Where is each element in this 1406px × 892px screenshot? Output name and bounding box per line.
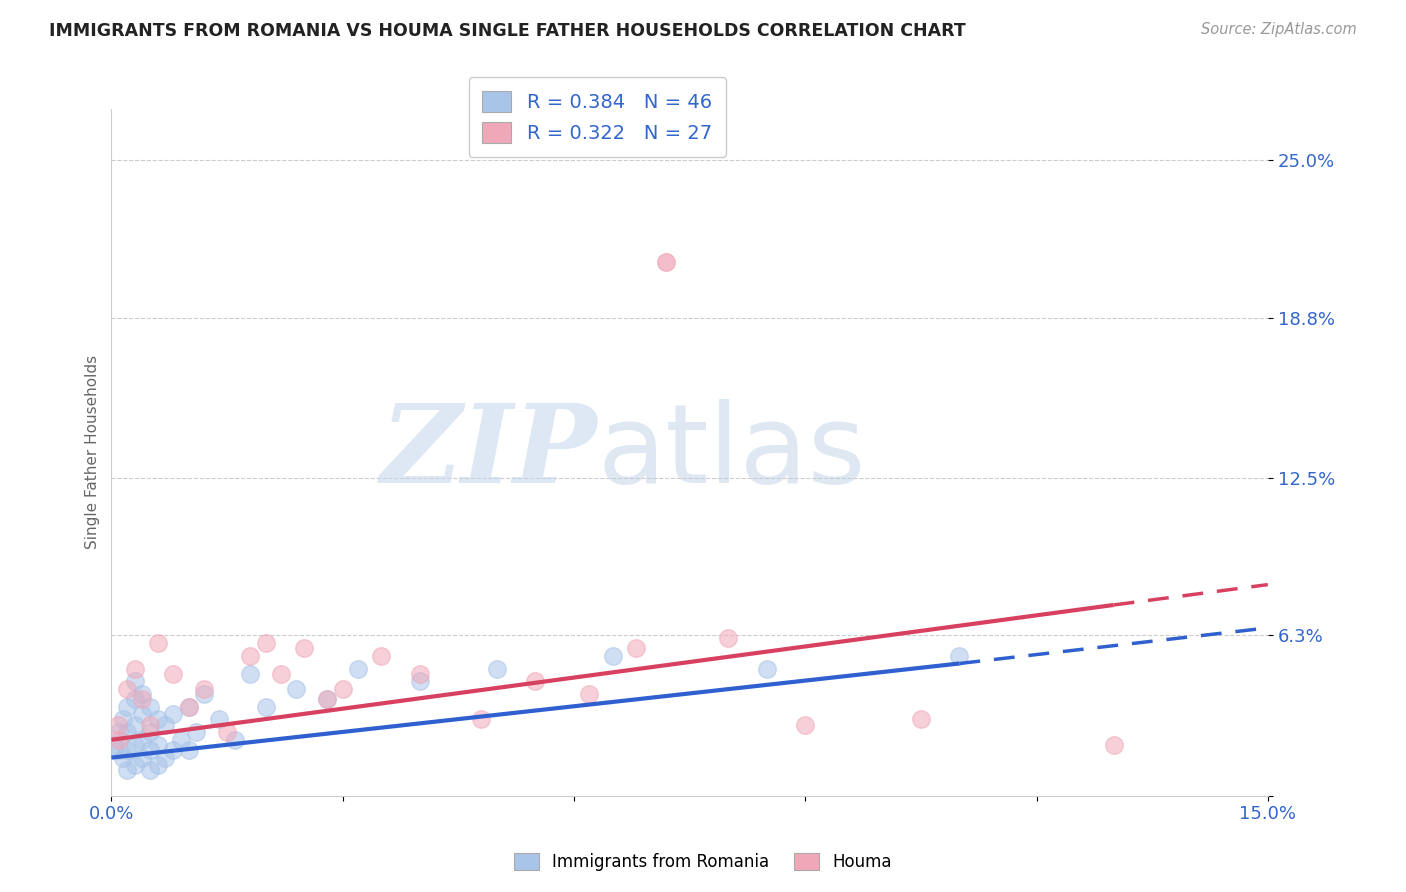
Point: [139, 764, 162, 778]
Point: [470, 713, 492, 727]
Text: atlas: atlas: [598, 399, 866, 506]
Point: [409, 666, 432, 681]
Point: [602, 648, 624, 663]
Point: [124, 674, 146, 689]
Point: [177, 699, 200, 714]
Point: [139, 743, 162, 757]
Point: [131, 732, 153, 747]
Point: [316, 692, 339, 706]
Point: [624, 641, 647, 656]
Point: [131, 750, 153, 764]
Point: [370, 648, 392, 663]
Point: [655, 254, 678, 268]
Point: [755, 662, 778, 676]
Point: [292, 641, 315, 656]
Point: [124, 692, 146, 706]
Point: [131, 692, 153, 706]
Text: IMMIGRANTS FROM ROMANIA VS HOUMA SINGLE FATHER HOUSEHOLDS CORRELATION CHART: IMMIGRANTS FROM ROMANIA VS HOUMA SINGLE …: [49, 22, 966, 40]
Point: [794, 717, 817, 731]
Point: [524, 674, 547, 689]
Text: Source: ZipAtlas.com: Source: ZipAtlas.com: [1201, 22, 1357, 37]
Point: [193, 681, 215, 696]
Point: [177, 743, 200, 757]
Point: [239, 648, 262, 663]
Point: [717, 631, 740, 645]
Point: [332, 681, 354, 696]
Point: [108, 732, 131, 747]
Point: [115, 681, 138, 696]
Point: [124, 717, 146, 731]
Point: [115, 699, 138, 714]
Point: [1102, 738, 1125, 752]
Point: [155, 717, 177, 731]
Point: [162, 743, 184, 757]
Point: [485, 662, 508, 676]
Legend: Immigrants from Romania, Houma: Immigrants from Romania, Houma: [506, 845, 900, 880]
Point: [948, 648, 970, 663]
Point: [111, 713, 134, 727]
Point: [347, 662, 370, 676]
Point: [208, 713, 231, 727]
Point: [131, 687, 153, 701]
Point: [215, 725, 238, 739]
Point: [108, 725, 131, 739]
Point: [139, 725, 162, 739]
Point: [316, 692, 339, 706]
Point: [115, 725, 138, 739]
Point: [111, 750, 134, 764]
Point: [115, 764, 138, 778]
Point: [254, 636, 277, 650]
Point: [131, 707, 153, 722]
Point: [239, 666, 262, 681]
Point: [146, 713, 169, 727]
Point: [146, 636, 169, 650]
Point: [177, 699, 200, 714]
Legend: R = 0.384   N = 46, R = 0.322   N = 27: R = 0.384 N = 46, R = 0.322 N = 27: [468, 78, 725, 157]
Point: [107, 717, 129, 731]
Point: [270, 666, 292, 681]
Point: [139, 699, 162, 714]
Point: [193, 687, 215, 701]
Point: [224, 732, 246, 747]
Point: [124, 662, 146, 676]
Point: [115, 743, 138, 757]
Point: [155, 750, 177, 764]
Point: [409, 674, 432, 689]
Point: [104, 738, 127, 752]
Point: [162, 707, 184, 722]
Point: [139, 717, 162, 731]
Point: [146, 738, 169, 752]
Point: [170, 732, 193, 747]
Y-axis label: Single Father Households: Single Father Households: [86, 355, 100, 549]
Point: [124, 738, 146, 752]
Point: [285, 681, 308, 696]
Point: [910, 713, 932, 727]
Point: [124, 758, 146, 772]
Point: [186, 725, 208, 739]
Point: [146, 758, 169, 772]
Point: [254, 699, 277, 714]
Point: [108, 743, 131, 757]
Point: [578, 687, 600, 701]
Text: ZIP: ZIP: [381, 399, 598, 506]
Point: [162, 666, 184, 681]
